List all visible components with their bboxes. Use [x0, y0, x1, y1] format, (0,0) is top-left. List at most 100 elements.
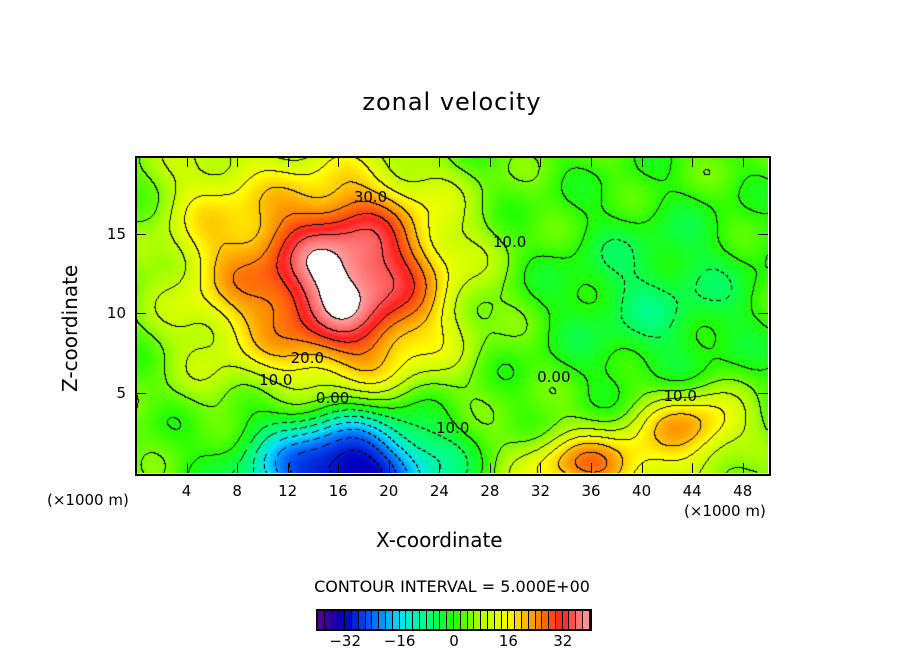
colorbar-swatch: [406, 611, 414, 629]
x-tick-top: [388, 157, 390, 167]
x-tick: [388, 463, 390, 473]
colorbar-swatch: [515, 611, 522, 629]
x-tick: [692, 463, 694, 473]
colorbar-swatch: [583, 611, 590, 629]
y-tick-right: [758, 313, 768, 315]
x-tick: [439, 463, 441, 473]
colorbar-swatch: [345, 611, 352, 629]
colorbar-swatch: [419, 611, 427, 629]
colorbar-swatch: [385, 611, 393, 629]
chart-title: zonal velocity: [362, 88, 542, 116]
colorbar-swatch: [549, 611, 556, 629]
x-tick-label: 28: [480, 482, 500, 500]
x-tick-label: 40: [632, 482, 652, 500]
x-tick: [186, 463, 188, 473]
x-unit-label: (×1000 m): [684, 502, 766, 520]
x-tick: [237, 463, 239, 473]
y-tick-right: [758, 233, 768, 235]
x-tick: [338, 463, 340, 473]
contour-label: 30.0: [353, 187, 388, 206]
x-tick-top: [692, 157, 694, 167]
x-tick-label: 32: [530, 482, 551, 500]
colorbar-swatch: [487, 611, 495, 629]
plot-frame: [135, 156, 771, 476]
y-axis-label: Z-coordinate: [58, 264, 82, 392]
colorbar-swatch: [413, 611, 420, 629]
x-tick-top: [742, 157, 744, 167]
colorbar-swatch: [501, 611, 509, 629]
y-tick-right: [758, 393, 768, 395]
contour-label: 20.0: [290, 349, 325, 368]
x-tick-top: [287, 157, 289, 167]
colorbar-swatch: [481, 611, 488, 629]
x-tick: [742, 463, 744, 473]
colorbar: [316, 609, 592, 631]
x-tick: [591, 463, 593, 473]
colorbar-swatch: [467, 611, 475, 629]
contour-label: 10.0: [259, 371, 293, 390]
velocity-field: [136, 157, 768, 473]
y-tick-label: 10: [106, 304, 126, 323]
x-tick-label: 44: [682, 482, 702, 500]
x-tick-label: 4: [181, 482, 192, 500]
colorbar-swatch: [392, 611, 400, 629]
colorbar-swatch: [576, 611, 584, 629]
contour-label: 10.0: [663, 387, 697, 406]
x-tick-label: 16: [328, 482, 348, 500]
x-tick-label: 8: [232, 482, 242, 500]
colorbar-swatch: [351, 611, 359, 629]
y-tick-label: 15: [106, 224, 126, 243]
contour-label: 10.0: [436, 419, 470, 438]
colorbar-tick-label: −16: [383, 632, 416, 650]
colorbar-swatch: [562, 611, 570, 629]
x-tick-label: 36: [581, 482, 601, 500]
colorbar-swatch: [555, 611, 563, 629]
y-tick: [136, 233, 146, 235]
colorbar-tick-label: 32: [553, 632, 573, 650]
colorbar-swatch: [365, 611, 373, 629]
x-tick: [489, 463, 491, 473]
x-tick-label: 12: [278, 482, 298, 500]
x-tick: [641, 463, 643, 473]
x-tick-label: 48: [733, 482, 753, 500]
x-tick-label: 24: [429, 482, 449, 500]
y-tick: [136, 393, 146, 395]
colorbar-swatch: [358, 611, 366, 629]
contour-plot-area: [136, 157, 768, 473]
colorbar-swatch: [426, 611, 434, 629]
colorbar-swatch: [474, 611, 482, 629]
x-tick-top: [186, 157, 188, 167]
colorbar-swatch: [372, 611, 380, 629]
colorbar-swatch: [440, 611, 448, 629]
x-tick-top: [641, 157, 643, 167]
y-tick: [136, 313, 146, 315]
x-tick-top: [338, 157, 340, 167]
colorbar-swatch: [569, 611, 577, 629]
colorbar-swatch: [542, 611, 550, 629]
contour-label: 10.0: [492, 232, 527, 251]
colorbar-swatch: [453, 611, 461, 629]
colorbar-swatch: [399, 611, 407, 629]
colorbar-swatch: [379, 611, 386, 629]
colorbar-swatch: [521, 611, 529, 629]
colorbar-swatch: [460, 611, 468, 629]
x-axis-label: X-coordinate: [376, 528, 503, 552]
x-tick-top: [540, 157, 542, 167]
x-tick-top: [439, 157, 441, 167]
x-tick-top: [591, 157, 593, 167]
contour-label: 0.00: [315, 388, 350, 407]
colorbar-swatch: [338, 611, 346, 629]
colorbar-swatch: [433, 611, 441, 629]
colorbar-swatch: [508, 611, 516, 629]
x-tick: [287, 463, 289, 473]
x-tick-top: [237, 157, 239, 167]
colorbar-tick-label: 0: [449, 632, 459, 650]
x-tick: [540, 463, 542, 473]
colorbar-swatch: [324, 611, 332, 629]
y-tick-label: 5: [116, 384, 126, 403]
colorbar-swatch: [535, 611, 543, 629]
colorbar-swatch: [528, 611, 536, 629]
contour-interval-label: CONTOUR INTERVAL = 5.000E+00: [314, 577, 590, 596]
colorbar-swatch: [318, 611, 325, 629]
